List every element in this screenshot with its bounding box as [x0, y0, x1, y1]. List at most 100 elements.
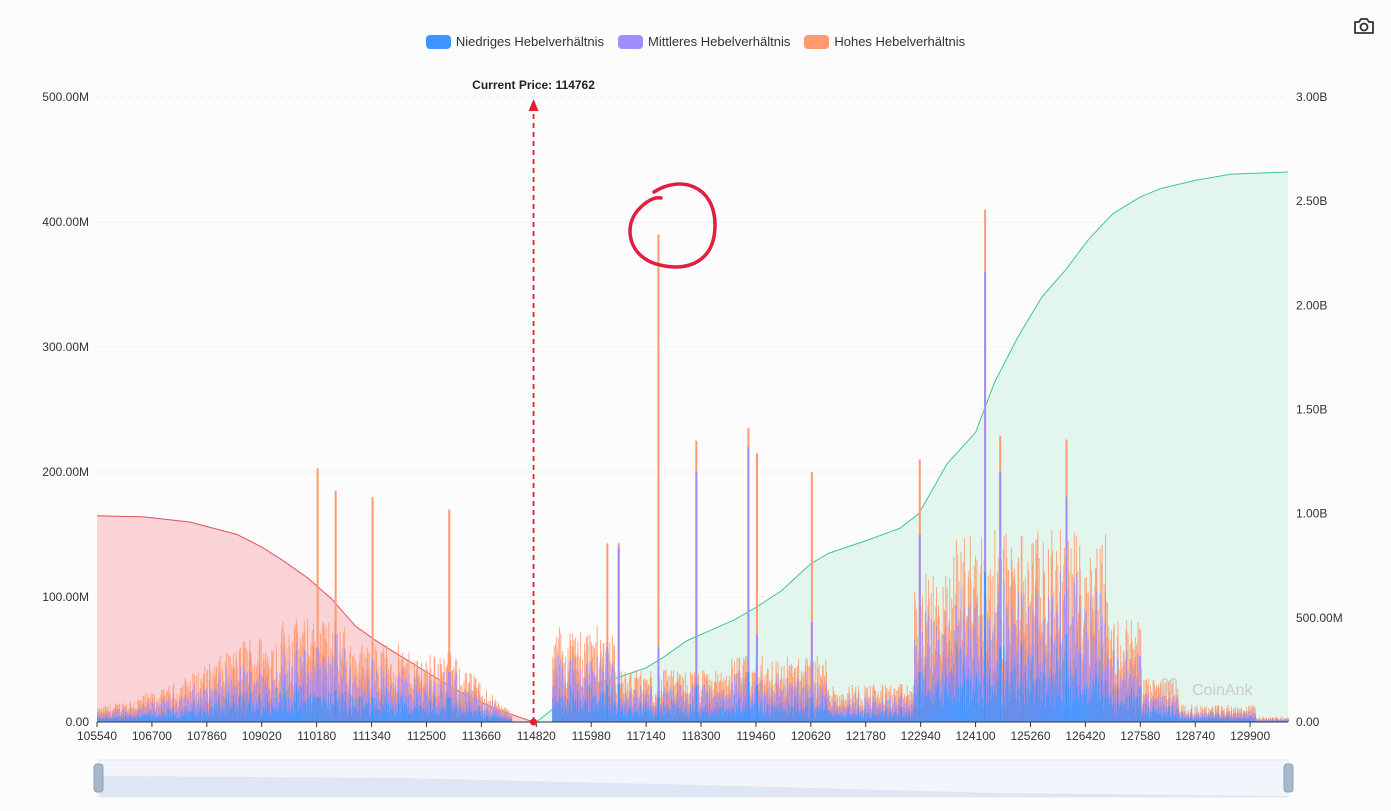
bar-low — [629, 706, 631, 722]
bar-low — [177, 718, 179, 722]
bar-low — [833, 710, 835, 722]
bar-low — [444, 710, 446, 722]
bar-mid — [578, 690, 580, 722]
bar-low — [1152, 712, 1154, 722]
bar-low — [300, 706, 302, 722]
bar-low — [920, 697, 922, 722]
bar-low — [720, 706, 722, 722]
bar-low — [1187, 716, 1189, 722]
bar-low — [938, 683, 940, 722]
bar-low — [141, 717, 143, 722]
bar-mid — [897, 704, 899, 722]
camera-icon[interactable] — [1352, 14, 1376, 38]
legend-item-high-leverage[interactable]: Hohes Hebelverhältnis — [804, 34, 965, 49]
bar-low — [863, 716, 865, 722]
bar-low — [827, 709, 829, 722]
bar-mid — [399, 695, 401, 722]
bar-mid — [493, 710, 495, 722]
bar-mid — [1087, 640, 1089, 722]
bar-low — [363, 705, 365, 722]
bar-low — [431, 711, 433, 722]
bar-low — [140, 717, 142, 722]
bar-low — [779, 703, 781, 722]
bar-low — [457, 716, 459, 722]
bar-low — [315, 698, 317, 722]
bar-mid — [475, 694, 477, 722]
bar-low — [1158, 706, 1160, 722]
bar-low — [686, 710, 688, 722]
bar-low — [800, 710, 802, 722]
bar-mid — [553, 670, 555, 722]
bar-low — [1192, 719, 1194, 722]
bar-mid — [927, 643, 929, 722]
bar-low — [151, 718, 153, 722]
bar-low — [116, 717, 118, 722]
bar-low — [594, 692, 596, 722]
bar-low — [256, 703, 258, 722]
bar-mid — [934, 665, 936, 722]
bar-mid — [810, 688, 812, 722]
bar-low — [1047, 691, 1049, 722]
bar-low — [808, 717, 810, 722]
bar-mid — [236, 686, 238, 722]
bar-low — [508, 717, 510, 722]
bar-mid — [812, 686, 814, 722]
bar-mid — [896, 713, 898, 722]
bar-low — [665, 704, 667, 722]
bar-mid — [253, 689, 255, 722]
bar-low — [1218, 719, 1220, 722]
bar-mid — [261, 699, 263, 722]
bar-low — [690, 715, 692, 722]
bar-low — [482, 717, 484, 722]
bar-low — [780, 707, 782, 722]
bar-mid — [1171, 710, 1173, 722]
bar-mid — [301, 663, 303, 722]
bar-mid — [307, 672, 309, 722]
bar-mid — [1218, 716, 1220, 722]
bar-low — [807, 699, 809, 722]
bar-low — [1089, 671, 1091, 722]
bar-mid — [484, 712, 486, 722]
bar-low — [1010, 692, 1012, 722]
bar-low — [292, 710, 294, 722]
bar-low — [1061, 662, 1063, 722]
bar-low — [132, 718, 134, 722]
bar-low — [590, 710, 592, 722]
legend-item-mid-leverage[interactable]: Mittleres Hebelverhältnis — [618, 34, 790, 49]
bar-low — [399, 714, 401, 722]
bar-low — [311, 703, 313, 722]
bar-low — [432, 709, 434, 722]
bar-low — [1004, 697, 1006, 722]
bar-low — [668, 711, 670, 722]
bar-low — [197, 700, 199, 722]
bar-mid — [712, 705, 714, 722]
bar-low — [777, 704, 779, 722]
bar-mid — [1080, 643, 1082, 722]
bar-low — [379, 710, 381, 722]
bar-low — [407, 714, 409, 722]
bar-low — [179, 716, 181, 722]
bar-low — [243, 689, 245, 722]
bar-mid — [1122, 681, 1124, 722]
bar-mid — [1104, 592, 1106, 722]
bar-low — [1118, 708, 1120, 722]
bar-low — [1189, 720, 1191, 722]
bar-mid — [1157, 697, 1159, 722]
legend-item-low-leverage[interactable]: Niedriges Hebelverhältnis — [425, 34, 604, 49]
bar-low — [501, 718, 503, 722]
bar-mid — [835, 700, 837, 722]
bar-low — [706, 711, 708, 722]
bar-low — [1175, 708, 1177, 722]
bar-mid — [708, 709, 710, 722]
bar-mid — [1162, 712, 1164, 722]
bar-low — [106, 717, 108, 722]
bar-low — [666, 713, 668, 722]
bar-low — [806, 705, 808, 722]
bar-low — [266, 699, 268, 722]
bar-mid — [100, 711, 102, 722]
bar-low — [1162, 718, 1164, 722]
bar-low — [957, 647, 959, 722]
bar-low — [500, 719, 502, 722]
bar-low — [264, 696, 266, 722]
bar-low — [939, 697, 941, 722]
